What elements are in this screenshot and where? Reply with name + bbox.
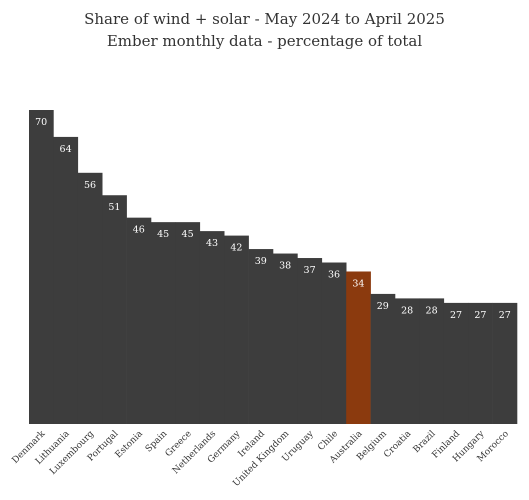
chart-title: Share of wind + solar - May 2024 to Apri… xyxy=(84,10,445,28)
bar-chile xyxy=(321,262,347,424)
bar-value-label: 38 xyxy=(279,261,291,272)
bar-lithuania xyxy=(53,136,79,424)
bar-value-label: 39 xyxy=(255,256,267,267)
bar-value-label: 51 xyxy=(108,202,120,213)
bar-netherlands xyxy=(199,231,225,424)
bar-value-label: 42 xyxy=(230,243,242,254)
x-tick-label: Croatia xyxy=(382,429,413,460)
bar-value-label: 36 xyxy=(328,270,340,281)
bar-value-label: 27 xyxy=(450,310,462,321)
bar-value-label: 56 xyxy=(84,180,96,191)
bar-uruguay xyxy=(297,258,323,424)
bar-greece xyxy=(175,222,201,424)
bar-value-label: 34 xyxy=(352,278,364,289)
bar-value-label: 28 xyxy=(426,305,438,316)
bar-united-kingdom xyxy=(273,253,298,424)
bar-value-label: 27 xyxy=(499,310,511,321)
bar-value-label: 27 xyxy=(474,310,486,321)
chart-subtitle: Ember monthly data - percentage of total xyxy=(107,32,423,50)
x-tick-label: Estonia xyxy=(114,429,146,461)
bar-germany xyxy=(224,235,249,424)
bar-value-label: 45 xyxy=(157,229,169,240)
bar-australia xyxy=(346,271,371,424)
bar-belgium xyxy=(370,293,396,424)
bar-value-label: 45 xyxy=(182,229,194,240)
bar-estonia xyxy=(126,217,152,424)
bar-value-label: 43 xyxy=(206,238,218,249)
bar-hungary xyxy=(468,302,493,424)
bar-value-label: 37 xyxy=(304,265,316,276)
bar-brazil xyxy=(419,298,445,424)
bar-finland xyxy=(443,302,469,424)
bar-value-label: 29 xyxy=(377,301,389,312)
x-tick-labels: DenmarkLithuaniaLuxembourgPortugalEstoni… xyxy=(11,428,511,489)
bar-value-label: 70 xyxy=(35,117,47,128)
bar-portugal xyxy=(102,195,127,424)
bar-value-label: 46 xyxy=(133,225,145,236)
bar-morocco xyxy=(492,302,518,424)
bar-denmark xyxy=(29,110,54,424)
bar-value-label: 64 xyxy=(60,144,72,155)
bar-croatia xyxy=(395,298,420,424)
bar-luxembourg xyxy=(77,172,103,424)
bar-ireland xyxy=(248,249,274,424)
bars-group: 70 64 56 51 46 45 45 43 42 39 38 37 36 34 29 28 28 27 27 27 xyxy=(29,110,518,424)
bar-spain xyxy=(151,222,176,424)
bar-value-label: 28 xyxy=(401,305,413,316)
